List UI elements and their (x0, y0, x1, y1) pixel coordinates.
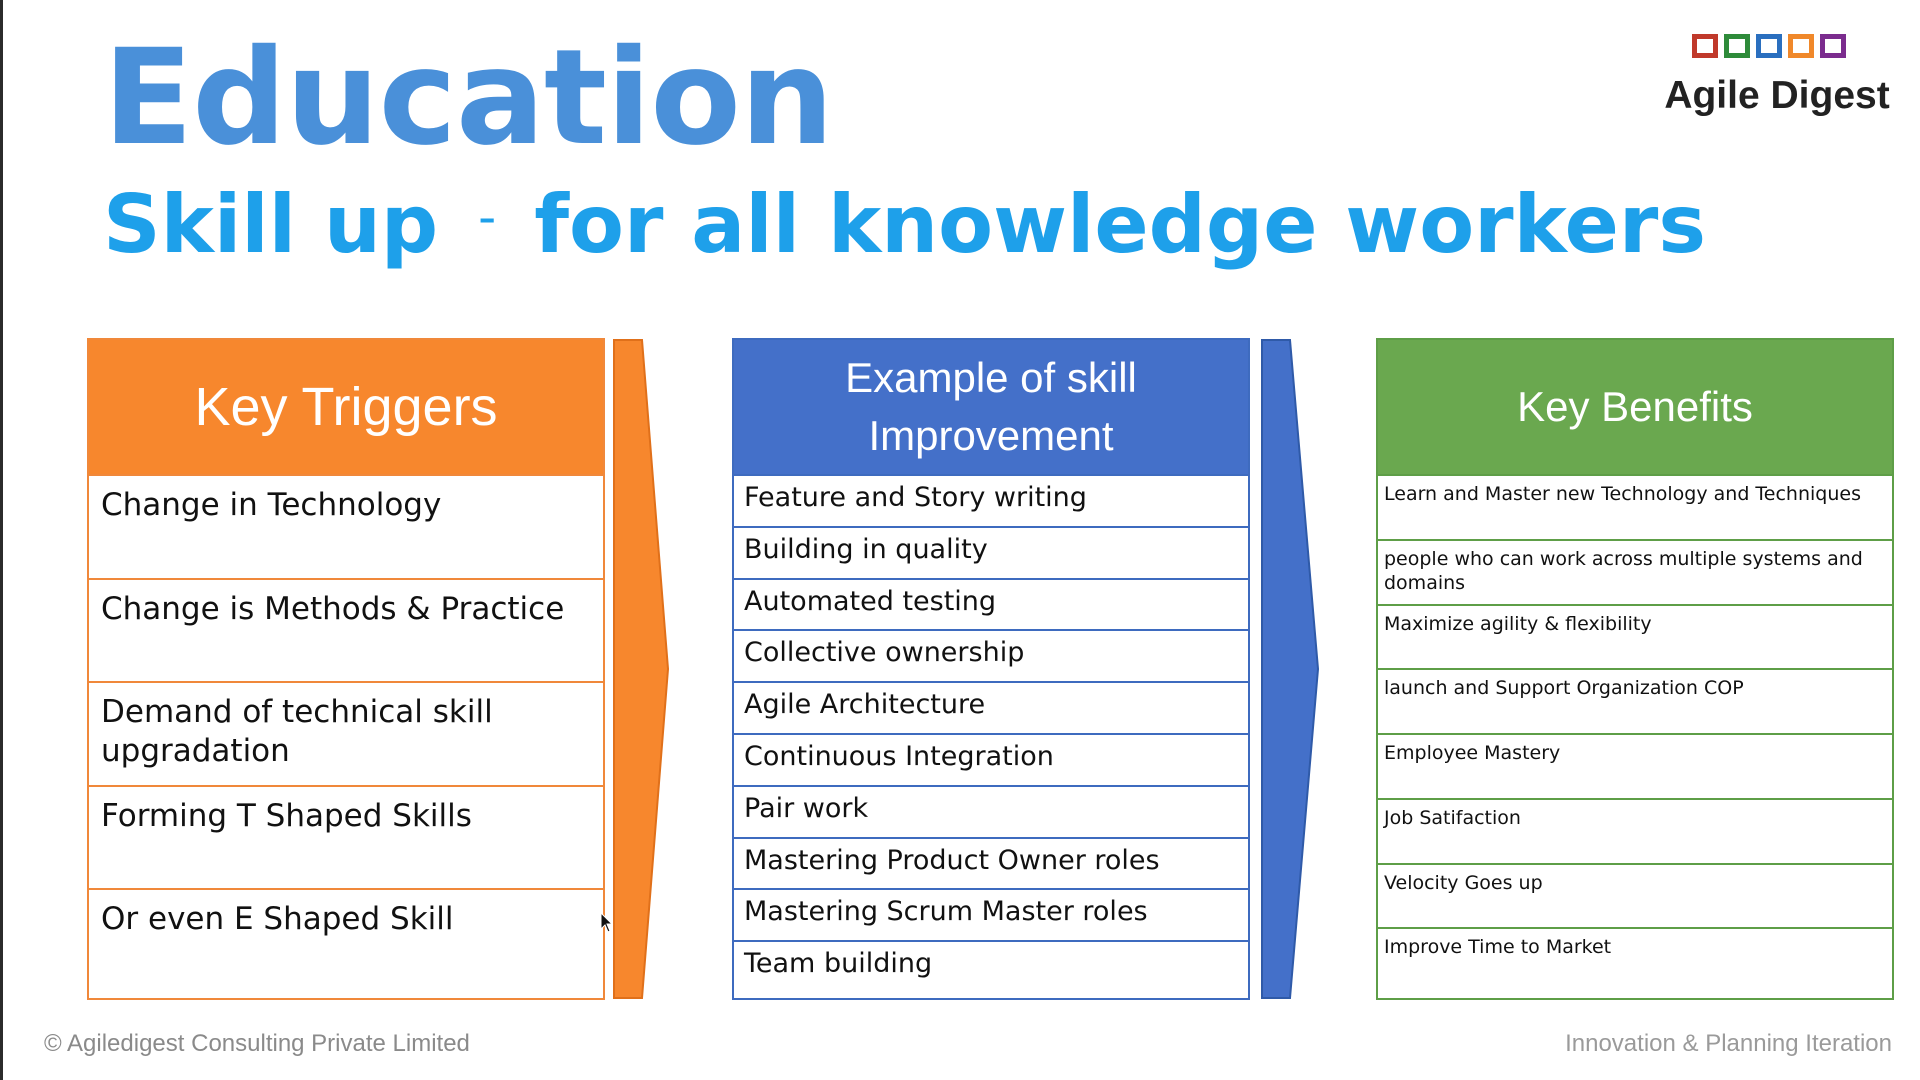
key-benefits-column: Key Benefits Learn and Master new Techno… (1376, 338, 1894, 1000)
key-benefits-header: Key Benefits (1378, 340, 1892, 474)
logo-square-red (1692, 34, 1718, 58)
trigger-item: Forming T Shaped Skills (89, 784, 603, 889)
benefit-item: Job Satifaction (1378, 797, 1892, 863)
benefit-item: Employee Mastery (1378, 733, 1892, 798)
skill-improvement-header: Example of skill Improvement (734, 340, 1248, 474)
section-footer: Innovation & Planning Iteration (1565, 1030, 1892, 1057)
skill-item: Mastering Product Owner roles (734, 836, 1248, 889)
logo-text: Agile Digest (1664, 74, 1890, 117)
key-triggers-column: Key Triggers Change in Technology Change… (87, 338, 605, 1000)
trigger-item: Demand of technical skill upgradation (89, 681, 603, 785)
skill-item: Collective ownership (734, 629, 1248, 681)
skill-header-line2: Improvement (868, 412, 1114, 459)
skill-item: Mastering Scrum Master roles (734, 888, 1248, 940)
skill-item: Building in quality (734, 525, 1248, 578)
mouse-pointer-icon (600, 912, 614, 933)
subtitle-left: Skill up (103, 178, 439, 271)
benefit-item: Improve Time to Market (1378, 927, 1892, 992)
subtitle-right: for all knowledge workers (534, 178, 1706, 271)
benefit-item: launch and Support Organization COP (1378, 668, 1892, 733)
skill-item: Pair work (734, 784, 1248, 837)
logo-square-purple (1820, 34, 1846, 58)
skill-improvement-column: Example of skill Improvement Feature and… (732, 338, 1250, 1000)
benefit-item: Learn and Master new Technology and Tech… (1378, 474, 1892, 539)
benefit-item: Maximize agility & flexibility (1378, 603, 1892, 669)
window-edge (0, 0, 3, 1080)
skill-header-line1: Example of skill (845, 354, 1137, 402)
logo-squares-icon (1692, 34, 1846, 58)
skill-item: Agile Architecture (734, 681, 1248, 733)
slide-subtitle: Skill up - for all knowledge workers (103, 185, 1706, 265)
logo-square-orange (1788, 34, 1814, 58)
blue-chevron-arrow (1261, 339, 1320, 999)
copyright-footer: © Agiledigest Consulting Private Limited (44, 1030, 470, 1057)
skill-item: Feature and Story writing (734, 474, 1248, 526)
logo-square-green (1724, 34, 1750, 58)
skill-item: Team building (734, 940, 1248, 992)
logo-square-blue (1756, 34, 1782, 58)
benefit-item: people who can work across multiple syst… (1378, 538, 1892, 604)
slide-title: Education (103, 21, 834, 175)
trigger-item: Change is Methods & Practice (89, 577, 603, 682)
orange-chevron-arrow (613, 339, 670, 999)
subtitle-dash: - (478, 188, 497, 246)
key-triggers-header: Key Triggers (89, 340, 603, 474)
skill-item: Automated testing (734, 577, 1248, 630)
skill-item: Continuous Integration (734, 732, 1248, 785)
benefit-item: Velocity Goes up (1378, 862, 1892, 928)
agile-digest-logo: Agile Digest (1664, 30, 1890, 120)
trigger-item: Change in Technology (89, 474, 603, 578)
trigger-item: Or even E Shaped Skill (89, 888, 603, 992)
